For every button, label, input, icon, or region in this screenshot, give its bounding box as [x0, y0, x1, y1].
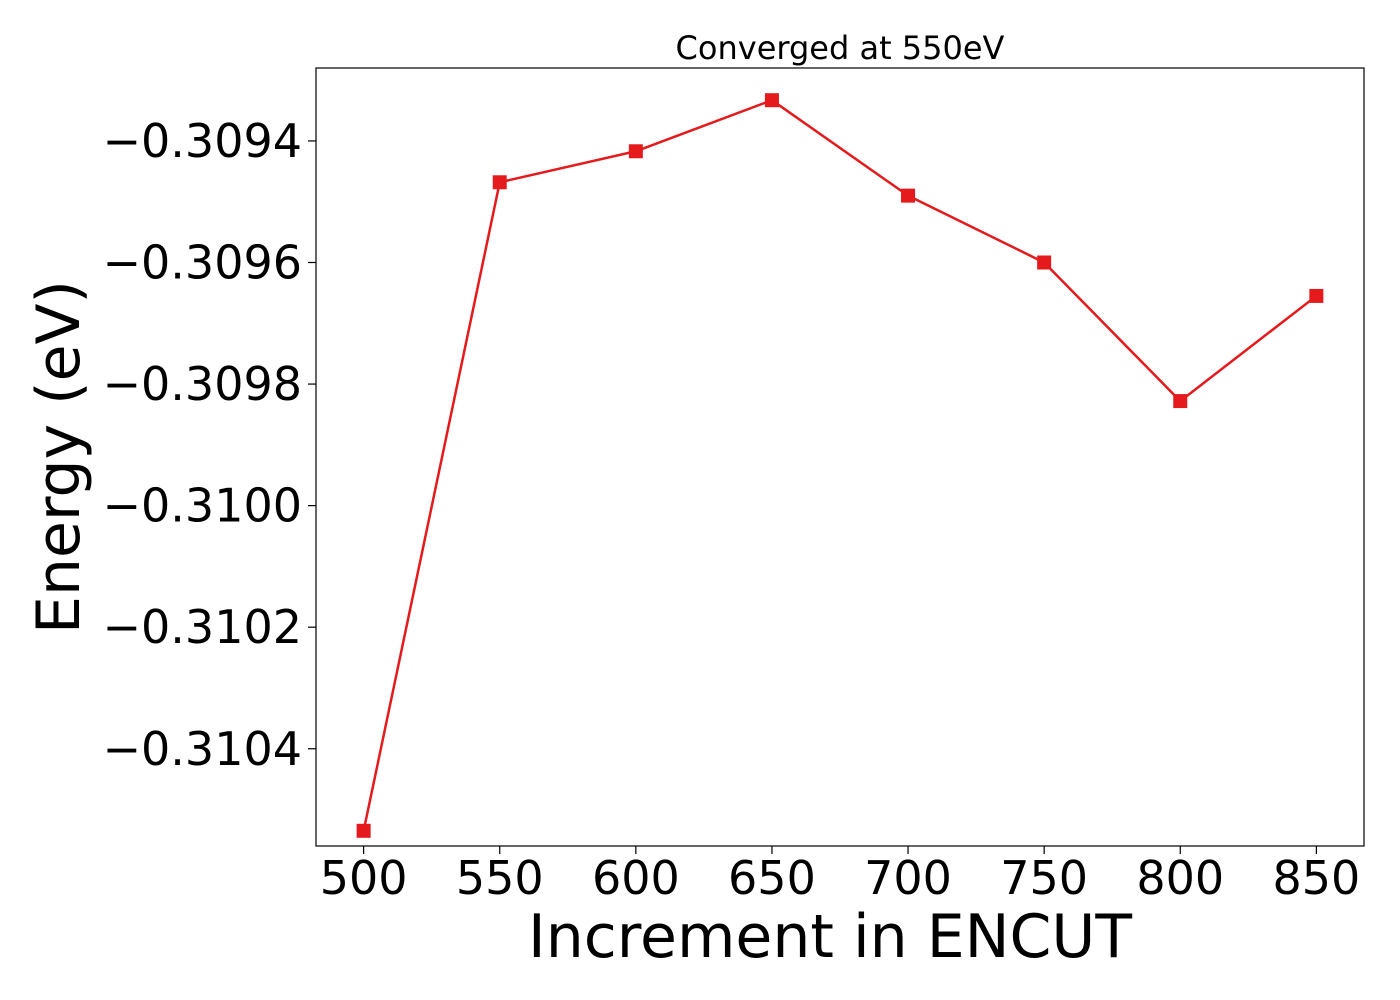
x-tick-label: 800: [1136, 851, 1224, 905]
plot-frame: [315, 67, 1365, 847]
y-tick-label: −0.3094: [103, 114, 303, 168]
data-point: [492, 175, 507, 190]
plot-area: [315, 67, 1365, 847]
x-tick-label: 850: [1272, 851, 1360, 905]
data-point: [356, 823, 371, 838]
x-tick-label: 750: [1000, 851, 1088, 905]
data-point: [1309, 288, 1324, 303]
data-point: [901, 188, 916, 203]
y-axis: −0.3094 −0.3096 −0.3098 −0.3100 −0.3102 −0.31…: [103, 114, 316, 776]
x-tick-label: 700: [864, 851, 952, 905]
series-line: [362, 98, 1318, 832]
y-axis-label: Energy (eV): [24, 280, 94, 634]
y-tick-label: −0.3104: [103, 722, 303, 776]
series-layer: [356, 93, 1324, 838]
y-tick-label: −0.3102: [103, 600, 303, 654]
y-tick-label: −0.3096: [103, 236, 303, 290]
y-tick-label: −0.3100: [103, 479, 303, 533]
y-tick-label: −0.3098: [103, 357, 303, 411]
x-tick-label: 600: [592, 851, 680, 905]
data-point: [764, 93, 779, 108]
x-tick-label: 550: [456, 851, 544, 905]
x-axis-label: Increment in ENCUT: [528, 902, 1132, 972]
data-point: [1173, 394, 1188, 409]
data-point: [1037, 255, 1052, 270]
chart-title: Converged at 550eV: [676, 29, 1005, 67]
x-tick-label: 500: [320, 851, 408, 905]
data-point: [628, 144, 643, 159]
x-tick-label: 650: [728, 851, 816, 905]
x-axis: 500 550 600 650 700 750 800 850: [320, 846, 1360, 905]
